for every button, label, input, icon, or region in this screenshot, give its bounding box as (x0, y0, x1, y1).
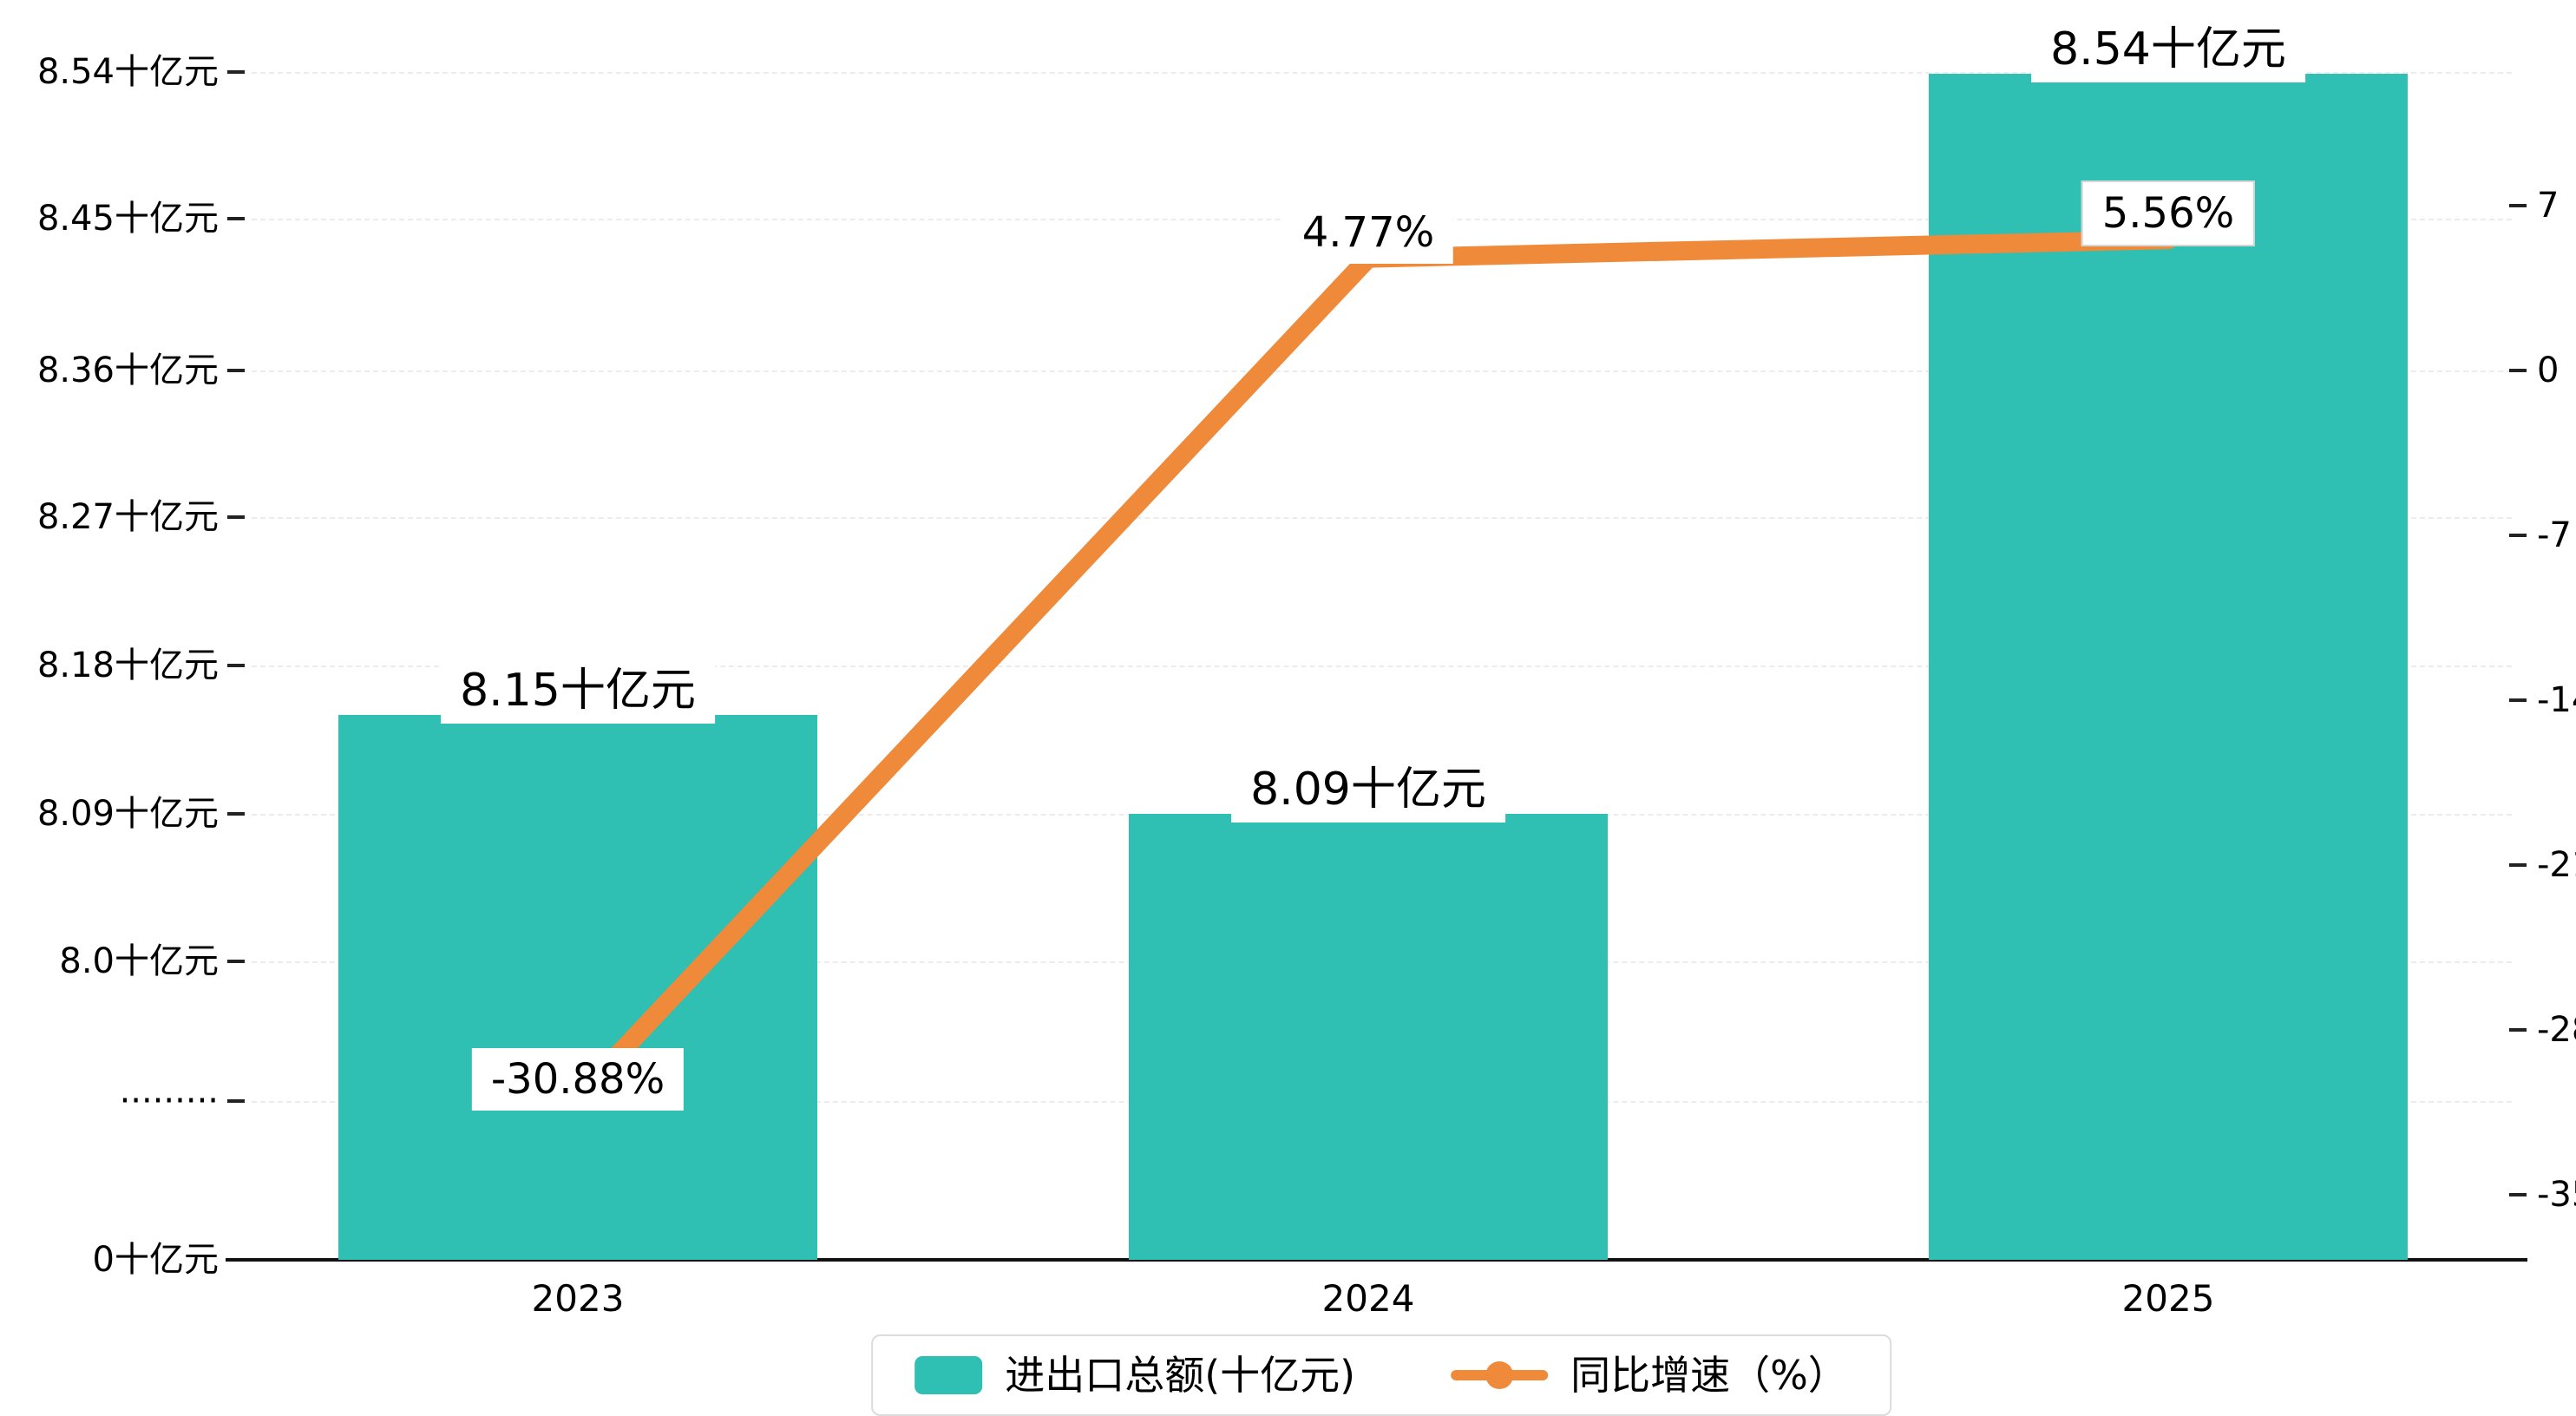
legend-item-bar-series[interactable]: 进出口总额(十亿元) (914, 1352, 1355, 1399)
x-axis-label-2025: 2025 (2121, 1277, 2215, 1320)
line-value-label: 5.56% (2081, 180, 2256, 247)
bar-series-swatch-icon (914, 1356, 983, 1394)
left-axis-tick-label: 8.18十亿元 (36, 646, 219, 685)
bar-2025 (1929, 74, 2408, 1260)
bar-value-label: 8.54十亿元 (2031, 16, 2305, 83)
left-axis-tick-label: 8.0十亿元 (59, 941, 219, 981)
x-axis-label-2024: 2024 (1321, 1277, 1415, 1320)
right-axis-tick-label: -35 (2537, 1174, 2576, 1215)
left-axis-tick-label: 8.45十亿元 (36, 199, 219, 239)
left-axis-tick-mark (227, 70, 245, 74)
left-axis-tick-label: 8.36十亿元 (36, 351, 219, 390)
bar-2024 (1129, 813, 1608, 1260)
right-axis-tick-mark (2509, 1192, 2527, 1196)
left-axis-tick-label: 8.54十亿元 (36, 52, 219, 92)
left-axis-tick-mark (227, 664, 245, 667)
left-axis-tick-label: 0十亿元 (92, 1240, 219, 1280)
left-axis-tick-label: 8.09十亿元 (36, 794, 219, 834)
right-axis-tick-mark (2509, 698, 2527, 702)
line-series-marker-icon (1451, 1361, 1549, 1389)
legend-item-line-series[interactable]: 同比增速（%） (1451, 1352, 1848, 1399)
right-axis-tick-label: -14 (2537, 679, 2576, 720)
right-axis-tick-label: -28 (2537, 1009, 2576, 1050)
legend-line-label: 同比增速（%） (1570, 1352, 1848, 1399)
left-axis-tick-mark (227, 812, 245, 816)
right-axis-tick-mark (2509, 533, 2527, 537)
bar-value-label: 8.15十亿元 (441, 657, 715, 724)
left-axis-tick-mark (227, 217, 245, 220)
bar-value-label: 8.09十亿元 (1231, 756, 1505, 823)
right-axis-tick-mark (2509, 204, 2527, 208)
right-axis-tick-mark (2509, 369, 2527, 372)
legend: 进出口总额(十亿元) 同比增速（%） (871, 1334, 1891, 1416)
legend-bar-label: 进出口总额(十亿元) (1005, 1352, 1356, 1399)
right-axis-tick-label: 7 (2537, 186, 2560, 226)
right-axis-tick-label: -21 (2537, 844, 2576, 885)
right-axis-tick-mark (2509, 1027, 2527, 1032)
left-axis-tick-mark (227, 1099, 245, 1103)
x-axis-label-2023: 2023 (531, 1277, 625, 1320)
left-axis-tick-mark (227, 369, 245, 372)
right-axis-tick-label: 0 (2537, 351, 2560, 390)
right-axis-tick-label: -7 (2537, 515, 2572, 555)
left-axis-tick-mark (227, 960, 245, 963)
gridline (252, 72, 2512, 74)
left-axis-tick-mark (227, 515, 245, 519)
line-value-label: 4.77% (1282, 200, 1454, 264)
bar-2023 (338, 714, 817, 1260)
line-value-label: -30.88% (471, 1047, 685, 1111)
right-axis-tick-mark (2509, 862, 2527, 867)
left-axis-tick-label: ········· (119, 1081, 219, 1121)
left-axis-tick-label: 8.27十亿元 (36, 497, 219, 537)
x-axis-line (226, 1258, 2527, 1262)
